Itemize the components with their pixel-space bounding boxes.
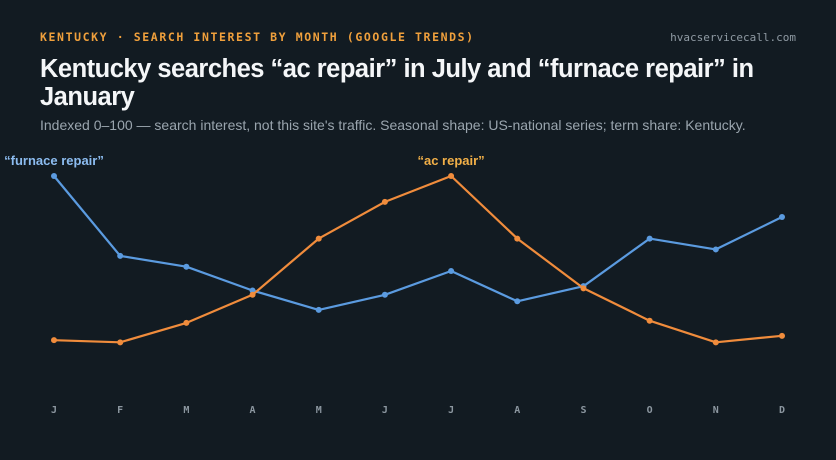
chart-eyebrow: KENTUCKY · SEARCH INTEREST BY MONTH (GOO… — [40, 30, 475, 44]
data-point-furnace-repair — [514, 298, 521, 305]
x-tick-label: J — [382, 405, 388, 416]
series-furnace-repair — [51, 173, 785, 313]
x-tick-label: A — [514, 405, 520, 416]
series-label-furnace-repair: “furnace repair” — [4, 153, 104, 168]
series-line-ac-repair — [52, 174, 784, 344]
data-point-ac-repair — [51, 337, 57, 344]
data-point-furnace-repair — [249, 287, 256, 294]
series-layer — [51, 173, 785, 346]
data-point-furnace-repair — [381, 291, 388, 298]
series-label-ac-repair: “ac repair” — [417, 153, 484, 168]
data-point-furnace-repair — [183, 263, 190, 270]
chart-title: Kentucky searches “ac repair” in July an… — [40, 55, 754, 111]
x-tick-label: D — [779, 405, 785, 416]
x-tick-label: M — [183, 405, 189, 416]
x-tick-label: J — [448, 405, 454, 416]
data-point-furnace-repair — [51, 173, 57, 179]
x-tick-label: N — [713, 405, 719, 416]
data-point-furnace-repair — [117, 252, 124, 259]
x-tick-label: A — [250, 405, 256, 416]
data-point-ac-repair — [779, 332, 785, 339]
chart-subtitle: Indexed 0–100 — search interest, not thi… — [40, 117, 746, 133]
data-point-ac-repair — [448, 173, 455, 179]
data-point-furnace-repair — [646, 235, 653, 242]
x-tick-label: O — [647, 405, 653, 416]
data-point-ac-repair — [117, 339, 124, 346]
data-point-ac-repair — [580, 285, 587, 292]
data-point-ac-repair — [315, 235, 322, 242]
data-point-furnace-repair — [448, 268, 455, 275]
x-tick-label: M — [316, 405, 322, 416]
data-point-ac-repair — [381, 198, 388, 205]
site-name: hvacservicecall.com — [670, 31, 796, 44]
data-point-ac-repair — [646, 317, 653, 324]
series-ac-repair — [51, 173, 785, 346]
series-labels: “furnace repair” “ac repair” — [4, 153, 485, 168]
data-point-furnace-repair — [779, 214, 785, 221]
data-point-ac-repair — [183, 319, 190, 326]
data-point-furnace-repair — [315, 306, 322, 313]
data-point-furnace-repair — [712, 246, 719, 253]
data-point-ac-repair — [712, 339, 719, 346]
x-tick-label: S — [580, 405, 586, 416]
series-line-furnace-repair — [52, 174, 784, 311]
data-point-ac-repair — [514, 235, 521, 242]
data-point-ac-repair — [249, 291, 256, 298]
x-tick-label: F — [117, 405, 123, 416]
x-tick-label: J — [51, 405, 57, 416]
